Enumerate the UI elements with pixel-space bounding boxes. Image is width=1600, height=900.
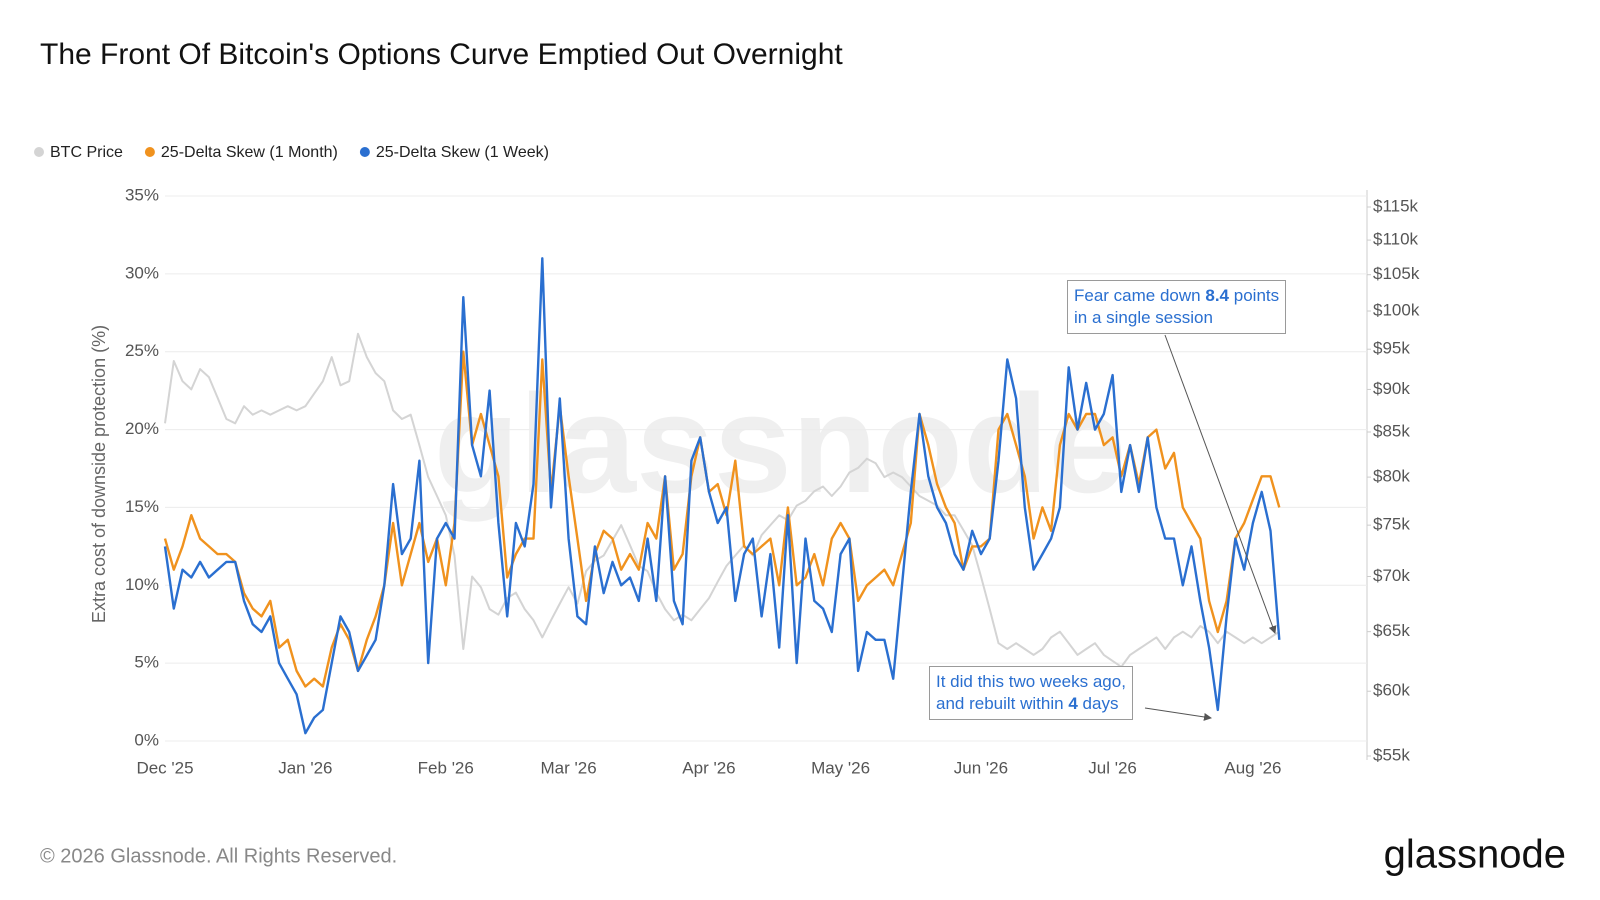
footer: © 2026 Glassnode. All Rights Reserved.	[40, 845, 397, 867]
y2-tick-label: $105k	[1373, 264, 1420, 283]
y-tick-label: 35%	[125, 185, 159, 204]
annotation-number: 8.4	[1205, 286, 1230, 305]
y2-tick-label: $65k	[1373, 621, 1410, 640]
y-tick-label: 10%	[125, 575, 159, 594]
y2-tick-label: $90k	[1373, 379, 1410, 398]
annotation: It did this two weeks ago, and rebuilt w…	[929, 666, 1133, 720]
annotation-text: points	[1233, 286, 1280, 305]
annotation-text: and rebuilt within	[936, 694, 1064, 713]
y-tick-label: 15%	[125, 497, 159, 516]
legend-label: 25-Delta Skew (1 Month)	[161, 144, 338, 161]
chart-title: The Front Of Bitcoin's Options Curve Emp…	[40, 38, 843, 71]
x-tick-label: Mar '26	[541, 758, 597, 777]
x-tick-label: Feb '26	[418, 758, 474, 777]
annotation-text: It did this two weeks ago,	[936, 672, 1126, 691]
annotation-text: Fear came down	[1074, 286, 1201, 305]
annotation-text: in a single session	[1074, 308, 1213, 327]
annotation-text: days	[1082, 694, 1119, 713]
x-tick-label: Jun '26	[954, 758, 1008, 777]
y2-tick-label: $100k	[1373, 301, 1420, 320]
legend-label: BTC Price	[50, 144, 123, 161]
x-tick-label: Apr '26	[682, 758, 735, 777]
x-tick-label: Jan '26	[278, 758, 332, 777]
legend-marker	[34, 147, 44, 157]
annotation: Fear came down 8.4 points in a single sess…	[1067, 280, 1287, 334]
series-line	[164, 332, 1280, 668]
x-tick-label: May '26	[811, 758, 870, 777]
y-tick-label: 0%	[134, 730, 159, 749]
annotation-number: 4	[1068, 694, 1078, 713]
y2-tick-label: $70k	[1373, 566, 1410, 585]
y-axis-title: Extra cost of downside protection (%)	[89, 325, 109, 623]
series-line	[163, 350, 1281, 688]
y-tick-label: 25%	[125, 341, 159, 360]
y2-tick-label: $85k	[1373, 421, 1410, 440]
y2-tick-label: $115k	[1373, 196, 1419, 215]
y2-tick-label: $80k	[1373, 467, 1410, 486]
legend-label: 25-Delta Skew (1 Week)	[376, 144, 549, 161]
legend-marker	[144, 147, 155, 157]
y-tick-label: 5%	[134, 653, 159, 672]
legend-marker	[359, 147, 370, 157]
x-tick-label: Dec '25	[136, 758, 193, 777]
y2-tick-label: $75k	[1373, 515, 1410, 534]
annotation-arrow	[1164, 334, 1277, 634]
logo: glassnode	[1384, 833, 1566, 877]
y2-tick-label: $95k	[1373, 339, 1410, 358]
y2-tick-label: $110k	[1373, 230, 1419, 249]
x-tick-label: Aug '26	[1224, 758, 1281, 777]
series-line	[163, 257, 1281, 735]
y2-tick-label: $60k	[1373, 681, 1410, 700]
annotation-arrow	[1144, 707, 1212, 721]
y-tick-label: 20%	[125, 419, 159, 438]
y-tick-label: 30%	[125, 263, 159, 282]
x-tick-label: Jul '26	[1088, 758, 1137, 777]
y2-tick-label: $55k	[1373, 745, 1410, 764]
